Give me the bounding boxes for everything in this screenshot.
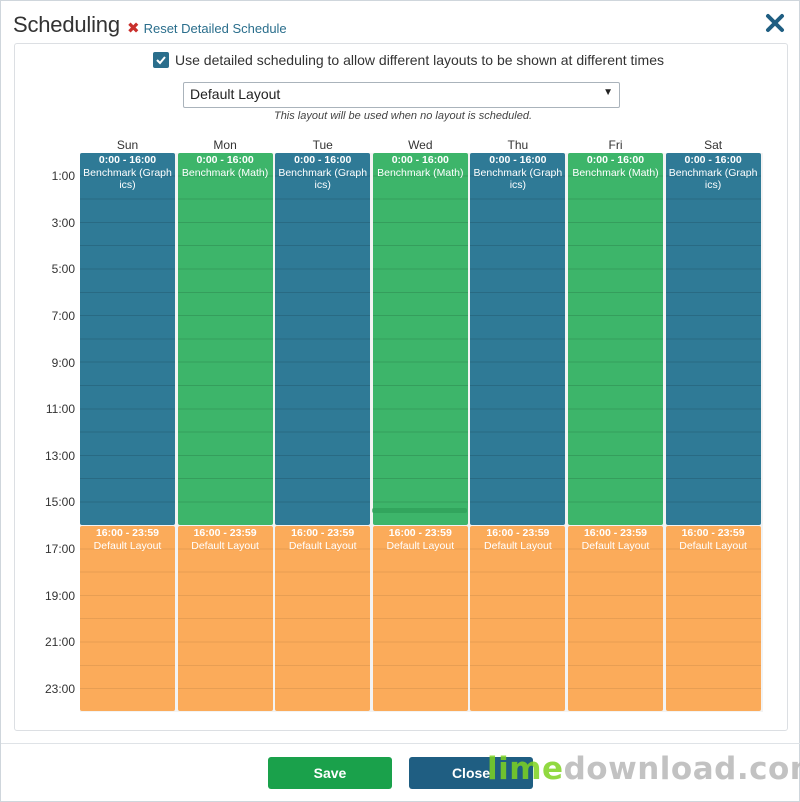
block-layout-name: Default Layout bbox=[191, 539, 259, 552]
close-button[interactable]: Close bbox=[409, 757, 533, 789]
day-column-sat: 0:00 - 16:00 Benchmark (Graphics) 16:00 - … bbox=[665, 153, 761, 712]
default-layout-select[interactable]: Default Layout ▼ bbox=[183, 82, 620, 108]
schedule-block[interactable]: 16:00 - 23:59 Default Layout bbox=[275, 525, 371, 711]
block-layout-name: Default Layout bbox=[386, 539, 455, 552]
block-time-range: 16:00 - 23:59 bbox=[291, 526, 355, 539]
block-layout-name: Default Layout bbox=[484, 539, 552, 552]
day-column-fri: 0:00 - 16:00 Benchmark (Math) 16:00 - 23:5… bbox=[568, 153, 663, 712]
schedule-grid: 0:00 - 16:00 Benchmark (Graphics) 16:00 - … bbox=[80, 153, 763, 712]
block-layout-name: Default Layout bbox=[93, 539, 162, 552]
block-time-range: 0:00 - 16:00 bbox=[586, 154, 645, 166]
time-label: 3:00 bbox=[51, 215, 75, 230]
dropdown-arrow-icon: ▼ bbox=[603, 87, 613, 98]
day-column-mon: 0:00 - 16:00 Benchmark (Math) 16:00 - 23:5… bbox=[177, 153, 273, 712]
schedule-block[interactable]: 16:00 - 23:59 Default Layout bbox=[568, 525, 663, 711]
reset-schedule-label: Reset Detailed Schedule bbox=[143, 21, 287, 36]
time-label: 1:00 bbox=[51, 169, 75, 184]
schedule-panel: Use detailed scheduling to allow differe… bbox=[14, 43, 788, 731]
schedule-block[interactable]: 16:00 - 23:59 Default Layout bbox=[665, 525, 761, 711]
schedule-block[interactable]: 0:00 - 16:00 Benchmark (Math) bbox=[372, 153, 468, 525]
block-layout-name: Benchmark (Graphics) bbox=[83, 167, 172, 191]
schedule-block[interactable]: 0:00 - 16:00 Benchmark (Graphics) bbox=[470, 153, 566, 525]
schedule-block[interactable]: 16:00 - 23:59 Default Layout bbox=[372, 525, 468, 711]
day-column-wed: 0:00 - 16:00 Benchmark (Math) 16:00 - 23:5… bbox=[372, 153, 468, 712]
footer-divider bbox=[1, 743, 800, 744]
day-header-sat: Sat bbox=[704, 138, 723, 152]
checkmark-icon bbox=[156, 56, 166, 65]
detailed-scheduling-row: Use detailed scheduling to allow differe… bbox=[153, 52, 664, 68]
time-label: 19:00 bbox=[44, 588, 75, 603]
block-time-range: 0:00 - 16:00 bbox=[489, 154, 547, 166]
block-time-range: 16:00 - 23:59 bbox=[681, 526, 745, 539]
schedule-block[interactable]: 0:00 - 16:00 Benchmark (Graphics) bbox=[275, 153, 371, 525]
block-time-range: 0:00 - 16:00 bbox=[391, 154, 449, 166]
block-time-range: 0:00 - 16:00 bbox=[294, 154, 352, 166]
watermark: limedownload.com bbox=[487, 751, 800, 787]
block-layout-name: Benchmark (Graphics) bbox=[473, 167, 563, 191]
schedule-block[interactable]: 16:00 - 23:59 Default Layout bbox=[177, 525, 273, 711]
day-header-thu: Thu bbox=[507, 138, 529, 152]
block-time-range: 16:00 - 23:59 bbox=[193, 526, 257, 539]
reset-x-icon: ✖ bbox=[127, 20, 140, 37]
time-label: 15:00 bbox=[44, 495, 75, 510]
block-time-range: 16:00 - 23:59 bbox=[486, 526, 550, 539]
schedule-block[interactable]: 0:00 - 16:00 Benchmark (Graphics) bbox=[80, 153, 175, 525]
block-layout-name: Default Layout bbox=[581, 539, 650, 552]
day-header-wed: Wed bbox=[408, 138, 433, 152]
block-layout-name: Benchmark (Graphics) bbox=[278, 167, 368, 191]
schedule-block[interactable]: 0:00 - 16:00 Benchmark (Graphics) bbox=[665, 153, 761, 525]
close-dialog-icon[interactable] bbox=[765, 13, 785, 33]
default-layout-hint: This layout will be used when no layout … bbox=[273, 110, 533, 122]
time-label: 23:00 bbox=[44, 681, 75, 696]
day-column-thu: 0:00 - 16:00 Benchmark (Graphics) 16:00 - … bbox=[470, 153, 566, 712]
block-time-range: 16:00 - 23:59 bbox=[95, 526, 160, 539]
schedule-block[interactable]: 16:00 - 23:59 Default Layout bbox=[80, 525, 175, 711]
detailed-scheduling-checkbox[interactable] bbox=[153, 52, 169, 68]
schedule-block[interactable]: 0:00 - 16:00 Benchmark (Math) bbox=[177, 153, 273, 525]
schedule-block[interactable]: 0:00 - 16:00 Benchmark (Math) bbox=[568, 153, 663, 525]
time-label: 7:00 bbox=[51, 309, 75, 324]
day-header-mon: Mon bbox=[213, 138, 237, 152]
day-header-tue: Tue bbox=[312, 138, 333, 152]
detailed-scheduling-label: Use detailed scheduling to allow differe… bbox=[175, 52, 664, 68]
block-layout-name: Benchmark (Math) bbox=[181, 167, 269, 179]
day-header-fri: Fri bbox=[608, 138, 623, 152]
time-label: 13:00 bbox=[44, 448, 75, 463]
block-time-range: 0:00 - 16:00 bbox=[684, 154, 742, 166]
block-layout-name: Benchmark (Math) bbox=[572, 167, 659, 179]
time-label: 11:00 bbox=[45, 402, 75, 417]
resize-handle[interactable] bbox=[372, 508, 467, 513]
block-time-range: 0:00 - 16:00 bbox=[98, 154, 157, 166]
time-label: 5:00 bbox=[51, 262, 75, 277]
schedule-block[interactable]: 16:00 - 23:59 Default Layout bbox=[470, 525, 566, 711]
time-label: 17:00 bbox=[44, 541, 75, 556]
time-label: 21:00 bbox=[44, 635, 75, 650]
block-time-range: 0:00 - 16:00 bbox=[196, 154, 254, 166]
default-layout-value: Default Layout bbox=[190, 86, 281, 102]
block-layout-name: Default Layout bbox=[288, 539, 357, 552]
block-time-range: 16:00 - 23:59 bbox=[388, 526, 452, 539]
day-column-tue: 0:00 - 16:00 Benchmark (Graphics) 16:00 - … bbox=[275, 153, 371, 712]
block-time-range: 16:00 - 23:59 bbox=[583, 526, 648, 539]
block-layout-name: Benchmark (Math) bbox=[377, 167, 464, 179]
save-button[interactable]: Save bbox=[268, 757, 392, 789]
block-layout-name: Default Layout bbox=[679, 539, 747, 552]
day-header-sun: Sun bbox=[116, 138, 139, 152]
dialog-title: Scheduling bbox=[13, 12, 120, 37]
block-layout-name: Benchmark (Graphics) bbox=[668, 167, 758, 191]
reset-schedule-link[interactable]: ✖ Reset Detailed Schedule bbox=[127, 21, 287, 36]
time-label: 9:00 bbox=[51, 355, 75, 370]
day-column-sun: 0:00 - 16:00 Benchmark (Graphics) 16:00 - … bbox=[80, 153, 175, 712]
